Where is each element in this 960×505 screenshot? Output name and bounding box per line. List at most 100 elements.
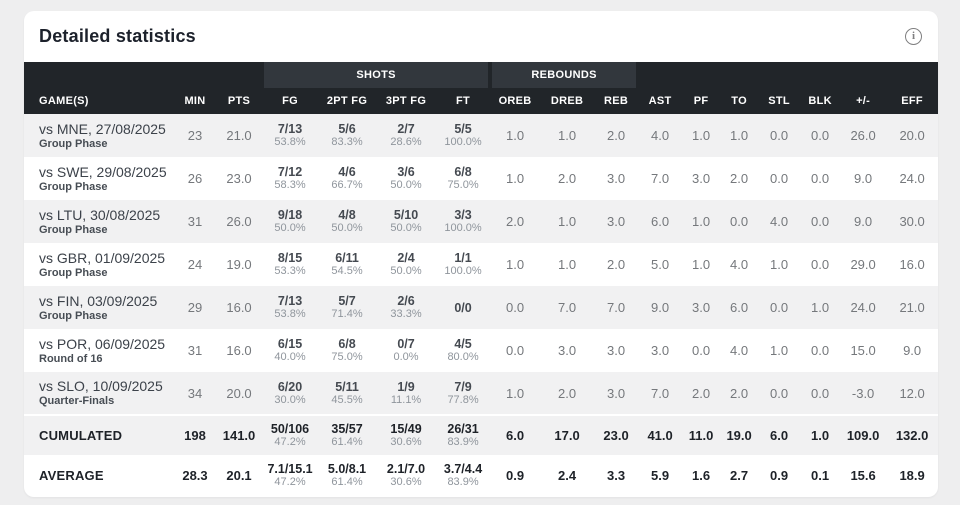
plusminus-cell: 24.0 xyxy=(850,300,876,315)
3ptfg-cell: 0/7 0.0% xyxy=(393,337,419,363)
2ptfg-cell: 5/11 45.5% xyxy=(331,379,363,406)
game-phase: Quarter-Finals xyxy=(39,395,115,407)
pf-cell: 3.0 xyxy=(692,300,711,315)
game-name: vs FIN, 03/09/2025 xyxy=(39,292,158,309)
fg-cell: 7/12 58.3% xyxy=(274,165,306,191)
stl-cell: 0.0 xyxy=(770,128,789,143)
ft-cell: 3/3 100.0% xyxy=(444,208,482,234)
oreb-cell: 1.0 xyxy=(506,128,525,143)
game-cell: vs LTU, 30/08/2025 Group Phase xyxy=(24,200,174,243)
dreb-cell: 2.4 xyxy=(558,467,577,483)
2ptfg-cell: 5.0/8.1 61.4% xyxy=(327,461,367,488)
3ptfg-cell: 2/6 33.3% xyxy=(390,294,422,320)
fg-cell: 6/15 40.0% xyxy=(274,337,306,363)
min-cell: 198 xyxy=(184,428,206,443)
oreb-cell: 1.0 xyxy=(506,171,525,186)
to-cell: 1.0 xyxy=(730,128,749,143)
ft-cell: 5/5 100.0% xyxy=(444,122,482,148)
oreb-cell: 6.0 xyxy=(506,428,525,443)
pts-cell: 26.0 xyxy=(226,214,252,229)
blk-cell: 0.1 xyxy=(811,467,830,483)
fg-cell: 9/18 50.0% xyxy=(274,208,306,234)
stl-cell: 0.9 xyxy=(770,467,789,483)
col-min: MIN xyxy=(174,88,216,114)
pf-cell: 0.0 xyxy=(692,343,711,358)
fg-cell: 7/13 53.8% xyxy=(274,294,306,320)
pf-cell: 3.0 xyxy=(692,171,711,186)
ast-cell: 7.0 xyxy=(651,171,670,186)
col-to: TO xyxy=(720,88,759,114)
2ptfg-cell: 6/8 75.0% xyxy=(331,337,363,363)
blk-cell: 0.0 xyxy=(811,214,830,229)
stl-cell: 6.0 xyxy=(770,428,789,443)
fg-cell: 6/20 30.0% xyxy=(274,379,306,406)
ast-cell: 4.0 xyxy=(651,128,670,143)
to-cell: 19.0 xyxy=(726,428,752,443)
column-header-row: GAME(S) MIN PTS FG 2PT FG 3PT FG FT OREB… xyxy=(24,88,938,114)
col-plusminus: +/- xyxy=(840,88,887,114)
eff-cell: 9.0 xyxy=(903,343,922,358)
game-cell: vs SLO, 10/09/2025 Quarter-Finals xyxy=(24,372,174,415)
min-cell: 29 xyxy=(187,300,203,315)
game-name: vs SLO, 10/09/2025 xyxy=(39,378,163,394)
eff-cell: 16.0 xyxy=(899,257,925,272)
ft-cell: 6/8 75.0% xyxy=(447,165,479,191)
dreb-cell: 1.0 xyxy=(558,128,577,143)
reb-cell: 3.0 xyxy=(607,385,626,401)
ast-cell: 5.0 xyxy=(651,257,670,272)
pts-cell: 21.0 xyxy=(226,128,252,143)
game-cell: vs GBR, 01/09/2025 Group Phase xyxy=(24,243,174,286)
stl-cell: 0.0 xyxy=(770,385,789,401)
col-2ptfg: 2PT FG xyxy=(318,88,377,114)
ft-cell: 4/5 80.0% xyxy=(447,337,479,363)
game-name: vs POR, 06/09/2025 xyxy=(39,335,166,352)
game-name: vs SWE, 29/08/2025 xyxy=(39,163,167,180)
to-cell: 2.7 xyxy=(730,467,749,483)
table-row: vs FIN, 03/09/2025 Group Phase 29 16.0 7/… xyxy=(24,286,938,329)
page-title: Detailed statistics xyxy=(39,26,196,46)
blk-cell: 1.0 xyxy=(811,300,830,315)
reb-cell: 2.0 xyxy=(607,128,626,143)
2ptfg-cell: 35/57 61.4% xyxy=(331,422,363,448)
col-dreb: DREB xyxy=(540,88,595,114)
table-row: vs SWE, 29/08/2025 Group Phase 26 23.0 7/… xyxy=(24,157,938,200)
game-cell: vs SWE, 29/08/2025 Group Phase xyxy=(24,157,174,200)
blk-cell: 1.0 xyxy=(811,428,830,443)
3ptfg-cell: 1/9 11.1% xyxy=(390,379,422,406)
dreb-cell: 2.0 xyxy=(558,171,577,186)
oreb-cell: 1.0 xyxy=(506,385,525,401)
blk-cell: 0.0 xyxy=(811,257,830,272)
2ptfg-cell: 5/6 83.3% xyxy=(331,122,363,148)
game-cell: vs FIN, 03/09/2025 Group Phase xyxy=(24,286,174,329)
game-name: vs LTU, 30/08/2025 xyxy=(39,206,161,223)
col-3ptfg: 3PT FG xyxy=(376,88,437,114)
reb-cell: 3.3 xyxy=(607,467,626,483)
detailed-statistics-card: Detailed statistics i SHOTS REBOUNDS GAM… xyxy=(24,11,938,497)
reb-cell: 3.0 xyxy=(607,214,626,229)
ast-cell: 6.0 xyxy=(651,214,670,229)
blk-cell: 0.0 xyxy=(811,128,830,143)
eff-cell: 30.0 xyxy=(899,214,925,229)
3ptfg-cell: 2.1/7.0 30.6% xyxy=(386,461,426,488)
game-phase: Group Phase xyxy=(39,223,108,236)
ast-cell: 5.9 xyxy=(651,467,670,483)
ft-cell: 3.7/4.4 83.9% xyxy=(443,461,483,488)
min-cell: 31 xyxy=(187,343,203,358)
col-stl: STL xyxy=(758,88,801,114)
pts-cell: 20.1 xyxy=(226,467,252,483)
pf-cell: 1.0 xyxy=(692,128,711,143)
pf-cell: 2.0 xyxy=(692,385,711,401)
info-icon[interactable]: i xyxy=(905,28,922,45)
eff-cell: 24.0 xyxy=(899,171,925,186)
fg-cell: 8/15 53.3% xyxy=(274,251,306,277)
dreb-cell: 3.0 xyxy=(558,343,577,358)
reb-cell: 7.0 xyxy=(607,300,626,315)
pts-cell: 141.0 xyxy=(222,428,256,443)
col-blk: BLK xyxy=(800,88,841,114)
ast-cell: 7.0 xyxy=(651,385,670,401)
to-cell: 4.0 xyxy=(730,343,749,358)
2ptfg-cell: 4/6 66.7% xyxy=(331,165,363,191)
stl-cell: 1.0 xyxy=(770,343,789,358)
plusminus-cell: 109.0 xyxy=(846,428,880,443)
min-cell: 28.3 xyxy=(182,467,208,483)
